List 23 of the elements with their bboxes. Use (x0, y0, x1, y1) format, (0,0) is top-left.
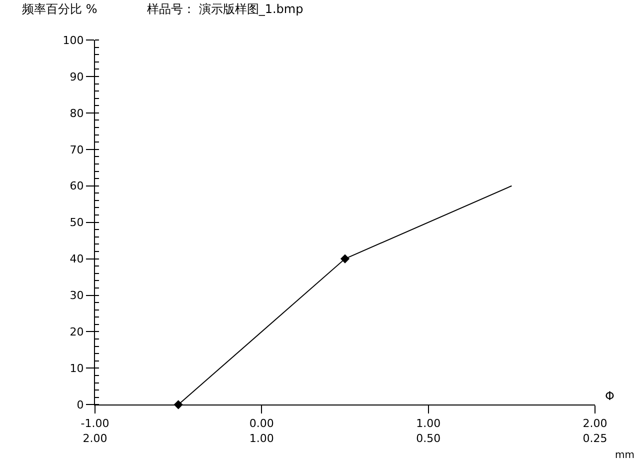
y-tick-label: 40 (70, 252, 84, 266)
x2-tick-label: 1.00 (249, 432, 274, 445)
y-tick-label: 60 (70, 180, 84, 193)
x2-axis-title: mm (615, 450, 634, 461)
y-tick-label: 100 (62, 34, 84, 47)
y-tick-label: 80 (70, 106, 84, 120)
x2-tick-label: 2.00 (82, 432, 108, 445)
x-tick-label: 2.00 (582, 416, 608, 430)
x-tick-label: 0.00 (249, 416, 274, 430)
y-tick-label: 90 (70, 70, 84, 84)
y-tick-label: 70 (70, 143, 84, 156)
x2-tick-label: 0.50 (416, 432, 441, 445)
y-tick-label: 30 (70, 289, 84, 302)
y-tick-label: 50 (70, 216, 84, 230)
chart-title: 样品号： 演示版样图_1.bmp (147, 2, 304, 16)
y-tick-label: 10 (70, 362, 84, 376)
x-tick-label: -1.00 (80, 416, 110, 430)
x-tick-label: 1.00 (416, 416, 441, 430)
y-tick-label: 20 (70, 326, 84, 339)
y-axis-title: 频率百分比 % (22, 2, 98, 16)
x-axis-title: Φ (605, 389, 614, 403)
x2-tick-label: 0.25 (582, 432, 608, 445)
y-tick-label: 0 (76, 398, 84, 412)
